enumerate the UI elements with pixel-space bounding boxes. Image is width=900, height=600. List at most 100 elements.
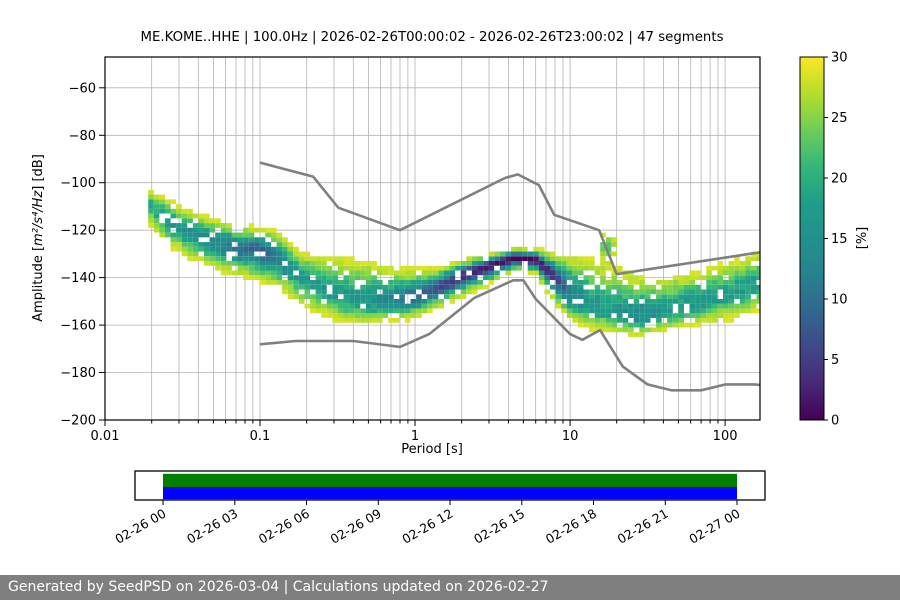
- ppsd-cell: [739, 284, 746, 290]
- ppsd-cell: [293, 280, 299, 285]
- ppsd-cell: [734, 265, 740, 271]
- ppsd-cell: [153, 227, 160, 233]
- ppsd-cell: [533, 265, 539, 271]
- ppsd-cell: [672, 275, 679, 281]
- ppsd-cell: [689, 308, 696, 314]
- ppsd-cell: [750, 265, 757, 271]
- ppsd-cell: [700, 308, 707, 314]
- ppsd-cell: [349, 308, 355, 314]
- ppsd-cell: [644, 299, 651, 304]
- ppsd-cell: [711, 318, 718, 323]
- ppsd-cell: [566, 308, 573, 314]
- y-tick-label: −180: [60, 366, 96, 381]
- ppsd-cell: [310, 299, 316, 304]
- ppsd-cell: [605, 242, 612, 247]
- ppsd-cell: [594, 318, 601, 323]
- ppsd-cell: [192, 246, 199, 252]
- ppsd-cell: [594, 303, 601, 309]
- ppsd-cell: [583, 313, 590, 318]
- ppsd-cell: [271, 280, 277, 285]
- ppsd-cell: [298, 265, 305, 271]
- ppsd-cell: [416, 275, 422, 281]
- ppsd-cell: [382, 313, 389, 318]
- ppsd-cell: [165, 204, 171, 209]
- ppsd-cell: [204, 242, 210, 247]
- ppsd-cell: [388, 289, 394, 295]
- ppsd-cell: [695, 313, 701, 318]
- ppsd-cell: [321, 265, 327, 271]
- ppsd-cell: [343, 284, 350, 290]
- ppsd-cell: [706, 318, 712, 323]
- ppsd-cell: [471, 261, 478, 266]
- ppsd-cell: [310, 308, 316, 314]
- ppsd-cell: [600, 232, 606, 238]
- ppsd-cell: [689, 322, 696, 328]
- ppsd-cell: [633, 294, 640, 300]
- ppsd-cell: [416, 294, 422, 300]
- ppsd-cell: [594, 308, 601, 314]
- ppsd-cell: [393, 275, 400, 281]
- ppsd-cell: [181, 232, 188, 238]
- ppsd-cell: [711, 289, 718, 295]
- ppsd-cell: [204, 246, 210, 252]
- ppsd-cell: [700, 275, 707, 281]
- ppsd-cell: [734, 270, 740, 276]
- ppsd-cell: [505, 251, 511, 257]
- ppsd-cell: [750, 256, 757, 262]
- ppsd-cell: [444, 270, 450, 276]
- ppsd-cell: [656, 308, 662, 314]
- ppsd-cell: [165, 208, 171, 214]
- ppsd-cell: [399, 303, 405, 309]
- ppsd-cell: [231, 246, 238, 252]
- ppsd-cell: [421, 280, 428, 285]
- ppsd-cell: [421, 303, 428, 309]
- ppsd-cell: [226, 261, 232, 266]
- ppsd-cell: [739, 308, 746, 314]
- ppsd-cell: [561, 294, 567, 300]
- ppsd-cell: [533, 270, 539, 276]
- ppsd-cell: [332, 299, 338, 304]
- ppsd-cell: [600, 270, 606, 276]
- ppsd-cell: [215, 265, 221, 271]
- ppsd-cell: [622, 284, 629, 290]
- y-tick-label: −160: [60, 319, 96, 334]
- ppsd-cell: [388, 318, 394, 323]
- ppsd-cell: [226, 270, 232, 276]
- ppsd-cell: [248, 237, 255, 243]
- ppsd-cell: [148, 223, 154, 228]
- ppsd-cell: [438, 265, 444, 271]
- colorbar-tick-label: 30: [831, 51, 848, 66]
- ppsd-cell: [282, 237, 288, 243]
- ppsd-cell: [377, 280, 383, 285]
- ppsd-cell: [243, 232, 249, 238]
- ppsd-cell: [605, 246, 612, 252]
- ppsd-cell: [617, 284, 623, 290]
- ppsd-cell: [706, 265, 712, 271]
- ppsd-cell: [633, 275, 640, 281]
- ppsd-cell: [382, 308, 389, 314]
- ppsd-cell: [533, 246, 539, 252]
- ppsd-cell: [689, 275, 696, 281]
- ppsd-cell: [656, 299, 662, 304]
- ppsd-cell: [728, 299, 735, 304]
- ppsd-cell: [287, 280, 294, 285]
- ppsd-cell: [628, 332, 634, 337]
- ppsd-cell: [293, 261, 299, 266]
- ppsd-cell: [600, 242, 606, 247]
- ppsd-cell: [572, 303, 578, 309]
- ppsd-cell: [444, 280, 450, 285]
- ppsd-cell: [259, 242, 266, 247]
- ppsd-cell: [243, 270, 249, 276]
- ppsd-cell: [661, 299, 668, 304]
- x-tick-label: 100: [713, 429, 738, 444]
- ppsd-cell: [248, 275, 255, 281]
- ppsd-cell: [611, 308, 617, 314]
- ppsd-cell: [371, 284, 377, 290]
- ppsd-cell: [399, 294, 405, 300]
- ppsd-cell: [377, 265, 383, 271]
- ppsd-cell: [628, 303, 634, 309]
- ppsd-cell: [332, 270, 338, 276]
- ppsd-cell: [343, 303, 350, 309]
- ppsd-cell: [343, 280, 350, 285]
- ppsd-cell: [577, 308, 584, 314]
